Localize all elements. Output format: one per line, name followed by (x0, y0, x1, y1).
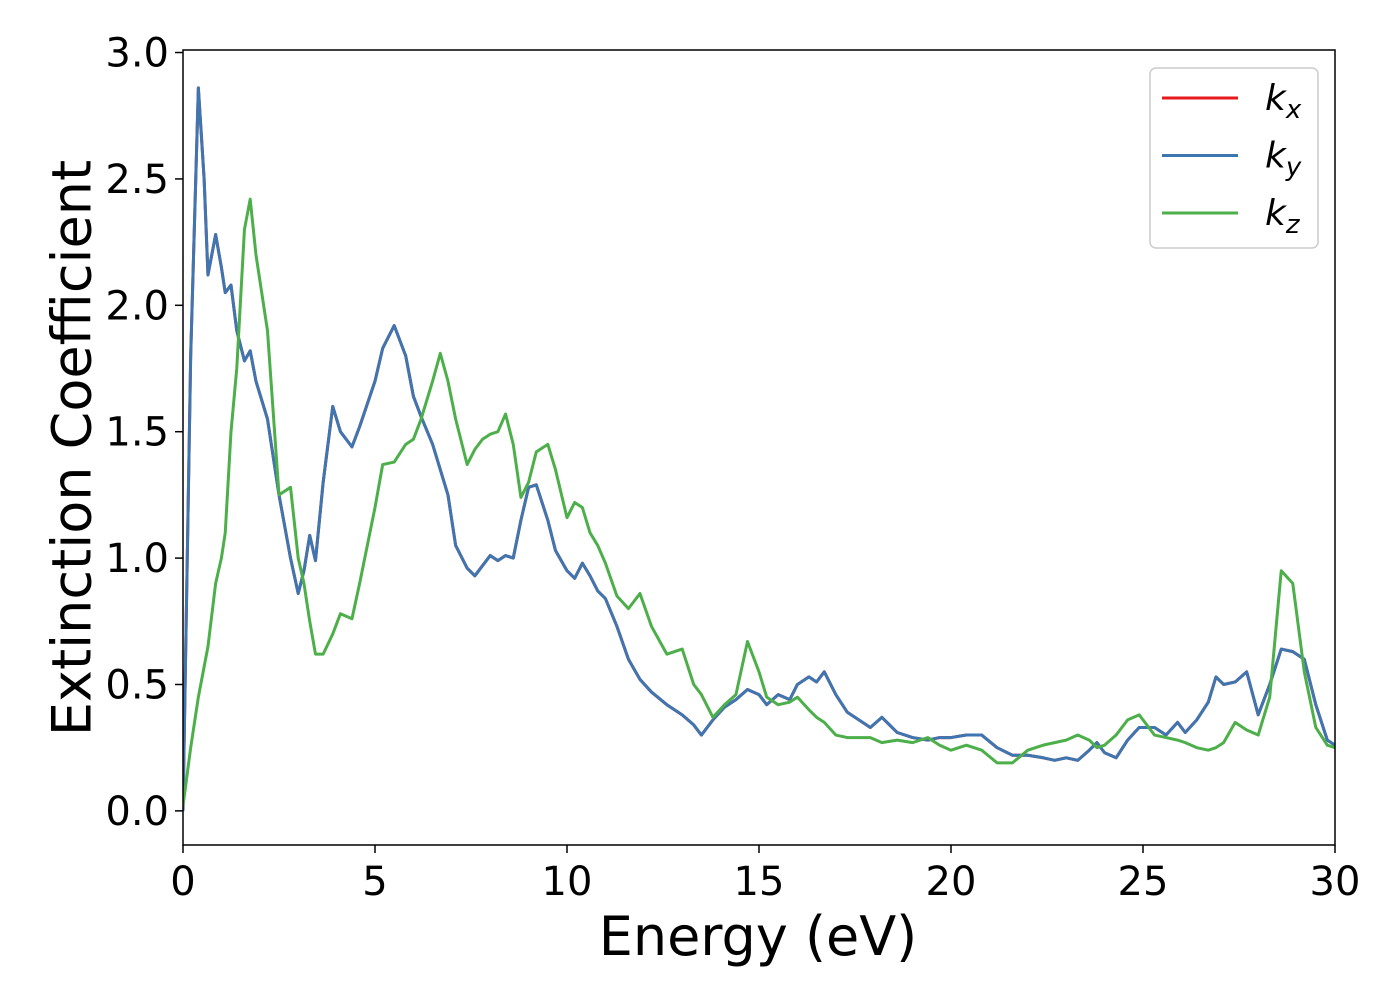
x-axis-label: Energy (eV) (599, 905, 918, 968)
x-tick-label: 15 (734, 859, 785, 905)
y-tick-label: 1.5 (105, 410, 169, 456)
y-tick-label: 3.0 (105, 31, 169, 77)
x-tick-label: 30 (1310, 859, 1361, 905)
series-line (183, 197, 1335, 807)
x-tick-label: 0 (170, 859, 195, 905)
y-tick-label: 2.5 (105, 157, 169, 203)
legend-label: kz (1265, 193, 1301, 240)
series-line (183, 86, 1335, 811)
legend-label: ky (1265, 136, 1302, 183)
y-tick-label: 0.5 (105, 662, 169, 708)
x-tick-label: 20 (926, 859, 977, 905)
y-axis-label: Extinction Coefficient (41, 160, 104, 736)
x-tick-label: 5 (362, 859, 387, 905)
legend-label: kx (1265, 78, 1302, 125)
y-tick-label: 1.0 (105, 536, 169, 582)
y-tick-label: 2.0 (105, 283, 169, 329)
x-tick-label: 25 (1118, 859, 1169, 905)
legend-box (1149, 67, 1319, 249)
x-tick-label: 10 (542, 859, 593, 905)
plot-frame (182, 49, 1336, 846)
y-tick-label: 0.0 (105, 789, 169, 835)
